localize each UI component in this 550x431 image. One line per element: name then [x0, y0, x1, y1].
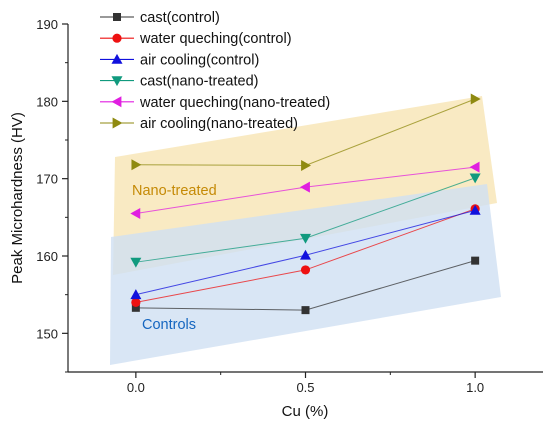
x-axis-label: Cu (%)	[282, 403, 329, 420]
y-tick-label: 150	[36, 326, 58, 341]
y-tick-label: 160	[36, 249, 58, 264]
legend-marker	[111, 96, 122, 108]
data-point	[300, 265, 311, 275]
data-point	[130, 289, 142, 300]
data-point	[301, 306, 310, 315]
legend-marker	[111, 76, 123, 87]
controls-annotation: Controls	[142, 317, 196, 333]
legend-marker	[113, 13, 121, 21]
data-point	[131, 303, 140, 312]
data-point	[469, 161, 480, 173]
data-point	[130, 207, 141, 219]
legend-entry: air cooling(control)	[140, 52, 259, 68]
data-point	[469, 173, 481, 184]
legend-entry: cast(nano-treated)	[140, 74, 258, 90]
legend-entry: cast(control)	[140, 10, 220, 26]
y-tick-label: 180	[36, 94, 58, 109]
legend-entry: water queching(control)	[139, 31, 292, 47]
legend-marker	[112, 117, 123, 129]
data-point	[130, 257, 142, 268]
legend-entry: air cooling(nano-treated)	[140, 116, 298, 132]
legend-marker	[112, 33, 122, 43]
y-axis-label: Peak Microhardness (HV)	[9, 112, 26, 284]
data-point	[300, 249, 311, 260]
x-tick-label: 1.0	[466, 380, 484, 395]
data-point	[131, 159, 142, 171]
data-point	[469, 204, 481, 215]
y-tick-label: 190	[36, 17, 58, 32]
nano-treated-annotation: Nano-treated	[132, 183, 217, 199]
data-point	[471, 256, 480, 265]
data-point	[131, 297, 141, 307]
x-tick-label: 0.5	[296, 380, 314, 395]
legend: cast(control) water queching(control) air …	[100, 10, 330, 132]
data-point	[301, 160, 311, 172]
data-point	[300, 181, 310, 193]
data-point	[300, 233, 311, 244]
x-tick-label: 0.0	[127, 380, 145, 395]
y-tick-label: 170	[36, 172, 58, 187]
legend-entry: water queching(nano-treated)	[139, 95, 330, 111]
data-point	[470, 93, 481, 105]
legend-marker	[111, 53, 123, 64]
